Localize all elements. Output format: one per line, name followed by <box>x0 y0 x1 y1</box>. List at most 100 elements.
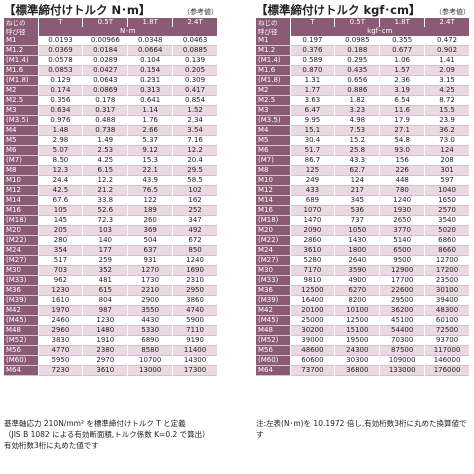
thread-size-cell: M12 <box>4 185 39 196</box>
torque-value-cell: 0.0193 <box>38 36 84 46</box>
footnote: 注:左表(N･m)を 10.1972 倍し,有効桁数3桁に丸めた換算値です <box>256 419 467 439</box>
torque-value-cell: 24.4 <box>38 175 84 186</box>
torque-value-cell: 62.7 <box>334 165 381 176</box>
torque-value-cell: 536 <box>334 205 381 216</box>
table-row: M1.6 0.870 0.435 1.57 2.09 <box>256 65 470 76</box>
table-row: M8 12.3 6.15 22.1 29.5 <box>4 165 218 176</box>
torque-value-cell: 1730 <box>127 275 174 286</box>
footnote: 有効桁数3桁に丸めた値です <box>4 441 99 450</box>
torque-value-cell: 12.2 <box>172 145 218 156</box>
torque-value-cell: 0.0853 <box>38 65 84 76</box>
thread-size-cell: M20 <box>4 225 39 236</box>
torque-value-cell: 1690 <box>172 265 218 276</box>
torque-value-cell: 13000 <box>127 365 174 376</box>
torque-value-cell: 0.0985 <box>334 36 381 46</box>
torque-value-cell: 20100 <box>290 305 336 316</box>
thread-size-cell: M8 <box>4 165 39 176</box>
table-row: M64 7230 3610 13000 17300 <box>4 365 218 376</box>
table-row: (M7) 8.50 4.25 15.3 20.4 <box>4 155 218 166</box>
table-row: M3 6.47 3.23 11.6 15.5 <box>256 105 470 116</box>
table-row: (M1.8) 1.31 0.656 2.36 3.15 <box>256 75 470 86</box>
torque-value-cell: 2.66 <box>127 125 174 136</box>
thread-size-cell: (M22) <box>256 235 291 246</box>
torque-value-cell: 737 <box>334 215 381 226</box>
table-row: (M27) 5280 2640 9500 12700 <box>256 255 470 266</box>
table-row: (M39) 1610 804 2900 3860 <box>4 295 218 306</box>
torque-value-cell: 9.95 <box>290 115 336 126</box>
table-title: 【標準締付けトルク kgf･cm】 <box>256 3 421 17</box>
torque-value-cell: 25.8 <box>334 145 381 156</box>
torque-value-cell: 4770 <box>38 345 84 356</box>
torque-value-cell: 1800 <box>334 245 381 256</box>
torque-value-cell: 0.0578 <box>38 55 84 66</box>
torque-value-cell: 804 <box>82 295 129 306</box>
thread-size-cell: M30 <box>4 265 39 276</box>
torque-value-cell: 16400 <box>290 295 336 306</box>
torque-value-cell: 6860 <box>424 235 470 246</box>
thread-size-cell: M48 <box>256 325 291 336</box>
torque-value-cell: 0.0885 <box>172 45 218 56</box>
torque-value-cell: 125 <box>290 165 336 176</box>
torque-value-cell: 1610 <box>38 295 84 306</box>
torque-value-cell: 1050 <box>334 225 381 236</box>
torque-value-cell: 9500 <box>379 255 426 266</box>
torque-table-kgfcm-panel: 【標準締付けトルク kgf･cm】 （参考値） ねじの T 0.5T 1.8T … <box>256 2 470 376</box>
thread-size-cell: M1 <box>4 36 39 46</box>
torque-value-cell: 0.00966 <box>82 36 129 46</box>
column-header: 2.4T <box>424 18 470 27</box>
thread-size-cell: M42 <box>256 305 291 316</box>
panel-header: 【標準締付けトルク kgf･cm】 （参考値） <box>256 2 470 18</box>
column-header: 1.8T <box>127 18 174 27</box>
table-row: (M60) 5950 2970 10700 14300 <box>4 355 218 366</box>
torque-value-cell: 117000 <box>424 345 470 356</box>
torque-value-cell: 5.37 <box>127 135 174 146</box>
thread-size-cell: M10 <box>256 175 291 186</box>
torque-value-cell: 21.2 <box>82 185 129 196</box>
torque-value-cell: 987 <box>82 305 129 316</box>
torque-value-cell: 0.0427 <box>82 65 129 76</box>
torque-value-cell: 0.738 <box>82 125 129 136</box>
torque-value-cell: 3.54 <box>172 125 218 136</box>
thread-size-cell: M48 <box>4 325 39 336</box>
thread-size-cell: M1 <box>256 36 291 46</box>
torque-value-cell: 2860 <box>290 235 336 246</box>
torque-value-cell: 2380 <box>82 345 129 356</box>
torque-value-cell: 1.57 <box>379 65 426 76</box>
table-row: M48 2960 1480 5330 7110 <box>4 325 218 336</box>
table-row: M24 354 177 637 850 <box>4 245 218 256</box>
torque-value-cell: 3550 <box>127 305 174 316</box>
torque-value-cell: 86.7 <box>290 155 336 166</box>
torque-value-cell: 1970 <box>38 305 84 316</box>
torque-value-cell: 6.47 <box>290 105 336 116</box>
torque-value-cell: 162 <box>172 195 218 206</box>
torque-value-cell: 1.14 <box>127 105 174 116</box>
torque-value-cell: 15.5 <box>424 105 470 116</box>
torque-value-cell: 17300 <box>172 365 218 376</box>
table-row: M30 703 352 1270 1690 <box>4 265 218 276</box>
table-row: (M52) 39000 19500 70300 93700 <box>256 335 470 346</box>
torque-value-cell: 10700 <box>127 355 174 366</box>
torque-value-cell: 15.1 <box>290 125 336 136</box>
column-header: 0.5T <box>82 18 129 27</box>
torque-value-cell: 0.174 <box>38 85 84 96</box>
torque-value-cell: 0.313 <box>127 85 174 96</box>
torque-value-cell: 3.23 <box>334 105 381 116</box>
torque-value-cell: 3770 <box>379 225 426 236</box>
torque-value-cell: 145 <box>38 215 84 226</box>
torque-value-cell: 43.9 <box>127 175 174 186</box>
thread-size-cell: M36 <box>256 285 291 296</box>
torque-value-cell: 0.154 <box>127 65 174 76</box>
thread-size-cell: (M27) <box>4 255 39 266</box>
thread-size-cell: M16 <box>256 205 291 216</box>
table-row: M42 20100 10100 36200 48300 <box>256 305 470 316</box>
torque-value-cell: 0.178 <box>82 95 129 106</box>
torque-value-cell: 93700 <box>424 335 470 346</box>
torque-value-cell: 2900 <box>127 295 174 306</box>
torque-value-cell: 1.49 <box>82 135 129 146</box>
torque-value-cell: 5020 <box>424 225 470 236</box>
torque-value-cell: 45100 <box>379 315 426 326</box>
torque-value-cell: 146000 <box>424 355 470 366</box>
torque-value-cell: 597 <box>424 175 470 186</box>
torque-value-cell: 39400 <box>424 295 470 306</box>
torque-value-cell: 42.5 <box>38 185 84 196</box>
